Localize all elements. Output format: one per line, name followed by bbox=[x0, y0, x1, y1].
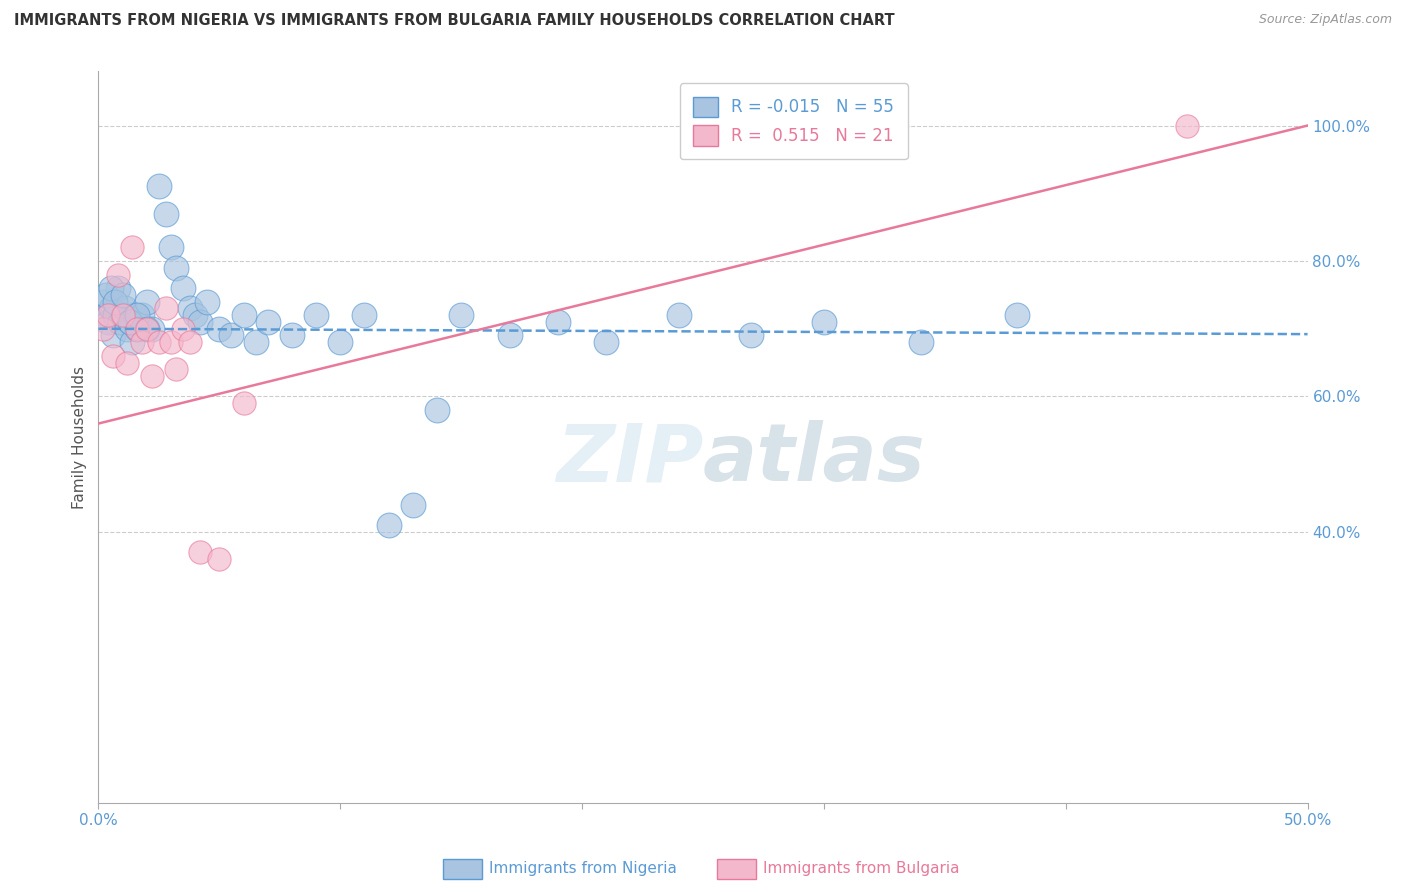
Point bbox=[450, 308, 472, 322]
Point bbox=[148, 335, 170, 350]
Point bbox=[329, 335, 352, 350]
Point bbox=[148, 179, 170, 194]
Text: Source: ZipAtlas.com: Source: ZipAtlas.com bbox=[1258, 13, 1392, 27]
Point bbox=[595, 335, 617, 350]
Text: ZIP: ZIP bbox=[555, 420, 703, 498]
Point bbox=[813, 315, 835, 329]
Point bbox=[172, 322, 194, 336]
Point bbox=[155, 301, 177, 316]
Point bbox=[131, 335, 153, 350]
Legend: R = -0.015   N = 55, R =  0.515   N = 21: R = -0.015 N = 55, R = 0.515 N = 21 bbox=[679, 83, 908, 159]
Point bbox=[377, 518, 399, 533]
Point bbox=[256, 315, 278, 329]
Point bbox=[165, 260, 187, 275]
Text: Immigrants from Bulgaria: Immigrants from Bulgaria bbox=[763, 862, 960, 876]
Point bbox=[107, 281, 129, 295]
Point bbox=[281, 328, 304, 343]
Point bbox=[245, 335, 267, 350]
Point bbox=[232, 396, 254, 410]
Point bbox=[232, 308, 254, 322]
Point bbox=[184, 308, 207, 322]
Point bbox=[668, 308, 690, 322]
Point bbox=[114, 301, 136, 316]
Point bbox=[101, 328, 124, 343]
Point bbox=[108, 315, 131, 329]
Point bbox=[97, 308, 120, 322]
Point bbox=[740, 328, 762, 343]
Point bbox=[179, 335, 201, 350]
Point bbox=[111, 288, 134, 302]
Point bbox=[172, 281, 194, 295]
Point bbox=[179, 301, 201, 316]
Text: IMMIGRANTS FROM NIGERIA VS IMMIGRANTS FROM BULGARIA FAMILY HOUSEHOLDS CORRELATIO: IMMIGRANTS FROM NIGERIA VS IMMIGRANTS FR… bbox=[14, 13, 894, 29]
Point bbox=[426, 403, 449, 417]
Point bbox=[121, 335, 143, 350]
Point bbox=[124, 308, 146, 322]
Point bbox=[127, 322, 149, 336]
Y-axis label: Family Households: Family Households bbox=[72, 366, 87, 508]
Point bbox=[141, 322, 163, 336]
Point bbox=[547, 315, 569, 329]
Point bbox=[117, 322, 139, 336]
Text: Immigrants from Nigeria: Immigrants from Nigeria bbox=[489, 862, 678, 876]
Point bbox=[305, 308, 328, 322]
Point bbox=[131, 308, 153, 322]
Point bbox=[141, 369, 163, 384]
Point bbox=[208, 552, 231, 566]
Point bbox=[910, 335, 932, 350]
Point bbox=[118, 315, 141, 329]
Point bbox=[111, 308, 134, 322]
Point bbox=[121, 240, 143, 254]
Point bbox=[91, 322, 114, 336]
Point bbox=[127, 308, 149, 322]
Point bbox=[117, 355, 139, 369]
Point bbox=[127, 322, 149, 336]
Point bbox=[188, 315, 211, 329]
Text: atlas: atlas bbox=[703, 420, 925, 498]
Point bbox=[165, 362, 187, 376]
Point bbox=[91, 294, 114, 309]
Point bbox=[221, 328, 243, 343]
Point bbox=[160, 335, 183, 350]
Point bbox=[498, 328, 520, 343]
Point bbox=[188, 545, 211, 559]
Point bbox=[101, 349, 124, 363]
Point bbox=[135, 322, 157, 336]
Point bbox=[155, 206, 177, 220]
Point bbox=[111, 308, 134, 322]
Point bbox=[104, 308, 127, 322]
Point bbox=[135, 294, 157, 309]
Point bbox=[94, 288, 117, 302]
Point bbox=[1175, 119, 1198, 133]
Point bbox=[107, 268, 129, 282]
Point bbox=[94, 308, 117, 322]
Point bbox=[353, 308, 375, 322]
Point bbox=[100, 301, 122, 316]
Point bbox=[118, 315, 141, 329]
Point bbox=[402, 498, 425, 512]
Point bbox=[208, 322, 231, 336]
Point bbox=[1007, 308, 1029, 322]
Point bbox=[100, 281, 122, 295]
Point bbox=[160, 240, 183, 254]
Point bbox=[97, 315, 120, 329]
Point bbox=[135, 322, 157, 336]
Point bbox=[104, 294, 127, 309]
Point bbox=[195, 294, 218, 309]
